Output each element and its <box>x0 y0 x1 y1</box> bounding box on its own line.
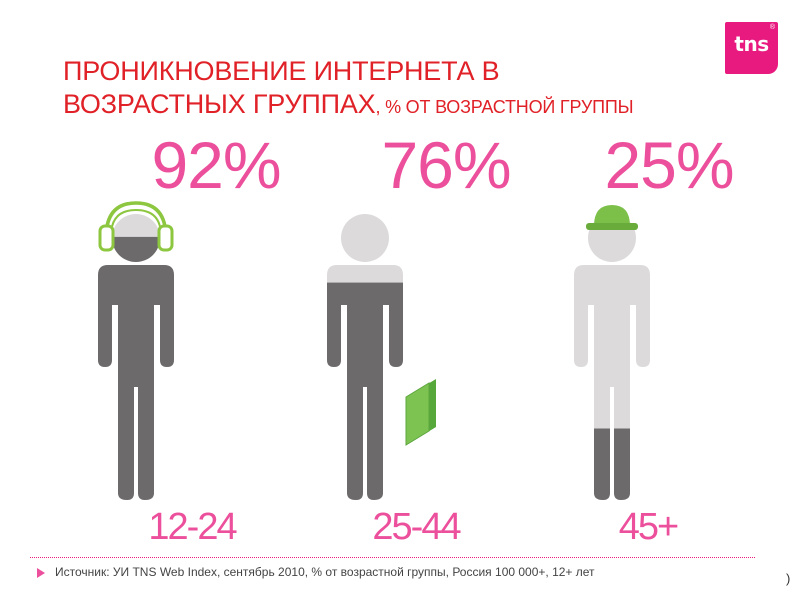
title-line-2: ВОЗРАСТНЫХ ГРУППАХ, % ОТ ВОЗРАСТНОЙ ГРУП… <box>63 88 634 124</box>
source-note: Источник: УИ TNS Web Index, сентябрь 201… <box>55 565 595 579</box>
person-figure-25-44 <box>327 214 436 500</box>
category-label-45-plus: 45+ <box>618 506 679 548</box>
person-online-fill-25-44 <box>327 282 403 500</box>
headphones-icon <box>98 201 174 252</box>
category-label-12-24: 12-24 <box>148 506 237 548</box>
helmet-icon <box>586 205 638 230</box>
value-label-25-44: 76% <box>381 128 511 202</box>
value-label-12-24: 92% <box>151 128 281 202</box>
source-divider <box>30 557 755 558</box>
logo-trademark: ® <box>769 24 775 31</box>
source-extra: ) <box>786 571 791 586</box>
value-label-45-plus: 25% <box>604 128 734 202</box>
person-online-fill-45-plus <box>574 428 650 500</box>
title-subtitle: , % ОТ ВОЗРАСТНОЙ ГРУППЫ <box>375 97 634 117</box>
folder-icon <box>405 379 436 446</box>
logo-text: tns <box>734 32 769 56</box>
title-line-2-main: ВОЗРАСТНЫХ ГРУППАХ <box>63 89 376 119</box>
title-line-1: ПРОНИКНОВЕНИЕ ИНТЕРНЕТА В <box>63 56 500 86</box>
tns-logo: tns ® <box>725 22 778 74</box>
person-figure-12-24 <box>98 201 174 500</box>
category-label-25-44: 25-44 <box>372 506 461 548</box>
source-arrow-icon <box>37 568 45 578</box>
chart-title: ПРОНИКНОВЕНИЕ ИНТЕРНЕТА В ВОЗРАСТНЫХ ГРУ… <box>63 55 634 124</box>
person-online-fill-12-24 <box>98 236 174 500</box>
person-figure-45-plus <box>574 205 650 500</box>
